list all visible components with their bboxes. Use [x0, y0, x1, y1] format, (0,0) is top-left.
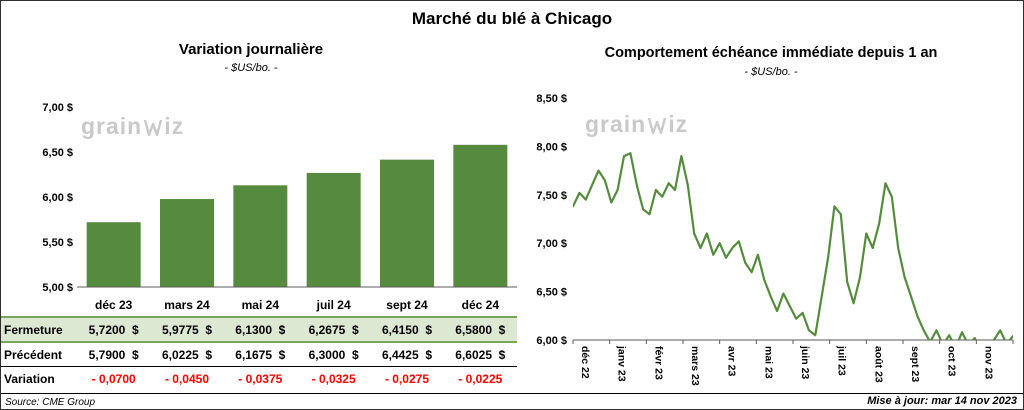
bar-chart: 5,00 $ 5,50 $ 6,00 $ 6,50 $ 7,00 $ — [42, 102, 517, 293]
value-cell: 6,2675 $ — [308, 322, 359, 337]
month-header-cell: déc 24 — [461, 297, 499, 312]
table-row-variation: Variation - 0,0700 - 0,0450 - 0,0375 - 0,032… — [1, 367, 517, 391]
value-cell: 5,7200 $ — [88, 322, 139, 337]
one-year-chart-subtitle: - $US/bo. - — [744, 66, 798, 78]
month-header-cell: sept 24 — [386, 297, 428, 312]
value-cell: - 0,0450 — [164, 371, 210, 386]
line-x-axis-label: déc 22 — [579, 346, 591, 379]
row-label: Fermeture — [4, 322, 63, 337]
value-cell: 6,4425 $ — [381, 347, 432, 362]
bar-y-axis-label: 5,50 $ — [42, 237, 73, 249]
bar-y-axis-label: 5,00 $ — [42, 282, 73, 293]
bar — [379, 159, 434, 287]
watermark-text-pre: grain — [81, 113, 143, 139]
line-x-axis-label: juil 23 — [836, 345, 848, 376]
line-x-axis-label: avr 23 — [726, 346, 738, 377]
line-x-axis-label: août 23 — [872, 346, 884, 383]
grainwiz-watermark: grain iz — [81, 113, 184, 140]
table-row-close: Fermeture 5,7200 $ 5,9775 $ 6,1300 $ 6,2675 … — [1, 317, 517, 342]
bar-y-axis-label: 6,00 $ — [42, 192, 73, 204]
value-cell: - 0,0225 — [458, 371, 503, 386]
daily-variation-subtitle: - $US/bo. - — [224, 62, 278, 74]
watermark-text-post: iz — [164, 113, 185, 139]
line-y-axis-label: 6,50 $ — [536, 287, 567, 299]
value-cell: 5,9775 $ — [161, 322, 213, 337]
watermark-text-pre: grain — [585, 111, 647, 137]
line-y-axis-label: 8,50 $ — [536, 93, 567, 105]
month-header-row: déc 23 mars 24 mai 24 juil 24 sept 24 déc 24 — [1, 293, 517, 317]
price-line-series — [573, 152, 1013, 340]
bar-y-axis-label: 6,50 $ — [42, 147, 73, 159]
month-header-cell: déc 23 — [94, 297, 133, 312]
value-cell: 6,6025 $ — [455, 347, 506, 362]
line-x-axis-label: nov 23 — [982, 346, 994, 379]
line-y-axis-label: 6,00 $ — [536, 335, 567, 347]
month-header-cell: juil 24 — [316, 297, 351, 312]
value-cell: - 0,0325 — [311, 371, 356, 386]
line-x-axis-label: janv 23 — [616, 345, 628, 382]
line-x-axis-label: oct 23 — [946, 346, 958, 377]
line-y-axis-label: 8,00 $ — [536, 141, 567, 153]
line-x-axis-label: sept 23 — [909, 346, 921, 382]
bar — [159, 199, 214, 287]
watermark-text-post: iz — [668, 111, 689, 137]
one-year-chart-title: Comportement échéance immédiate depuis 1… — [604, 45, 938, 61]
footer-divider — [1, 393, 1023, 394]
value-cell: 6,4150 $ — [381, 322, 432, 337]
value-cell: 6,1675 $ — [235, 347, 286, 362]
value-cell: 6,3000 $ — [308, 347, 359, 362]
value-cell: 6,0225 $ — [161, 347, 213, 362]
row-label: Variation — [4, 371, 55, 386]
bar — [233, 185, 288, 287]
line-y-axis-label: 7,50 $ — [536, 190, 567, 202]
line-y-axis-label: 7,00 $ — [536, 238, 567, 250]
value-cell: 6,5800 $ — [455, 322, 506, 337]
lightning-w-icon — [648, 117, 667, 134]
bar — [86, 222, 141, 287]
line-x-axis-label: févr 23 — [652, 346, 664, 380]
month-header-cell: mars 24 — [164, 297, 210, 312]
value-cell: - 0,0275 — [384, 371, 429, 386]
row-label: Précédent — [4, 347, 63, 362]
bar — [306, 172, 361, 287]
value-cell: 5,7900 $ — [88, 347, 139, 362]
value-cell: 6,1300 $ — [235, 322, 286, 337]
page-title: Marché du blé à Chicago — [411, 9, 613, 28]
line-x-axis-label: mars 23 — [689, 346, 701, 386]
line-x-axis-label: juin 23 — [799, 345, 811, 379]
bar-y-axis-label: 7,00 $ — [42, 102, 73, 114]
price-table: déc 23 mars 24 mai 24 juil 24 sept 24 déc 24 F… — [1, 293, 517, 390]
month-header-cell: mai 24 — [241, 297, 279, 312]
row-label-column-header — [1, 293, 77, 317]
grainwiz-watermark: grain iz — [585, 111, 688, 138]
line-chart: 6,00 $ 6,50 $ 7,00 $ 7,50 $ 8,00 $ 8,50 $ déc … — [536, 93, 1014, 386]
value-cell: - 0,0375 — [238, 371, 283, 386]
update-text: Mise à jour: mar 14 nov 2023 — [867, 395, 1017, 407]
line-x-axis-label: mai 23 — [762, 346, 774, 379]
lightning-w-icon — [144, 119, 163, 136]
source-text: Source: CME Group — [5, 397, 96, 408]
value-cell: - 0,0700 — [91, 371, 136, 386]
daily-variation-title: Variation journalière — [178, 41, 324, 58]
bar — [453, 144, 508, 287]
table-row-previous: Précédent 5,7900 $ 6,0225 $ 6,1675 $ 6,3000 … — [1, 342, 517, 367]
